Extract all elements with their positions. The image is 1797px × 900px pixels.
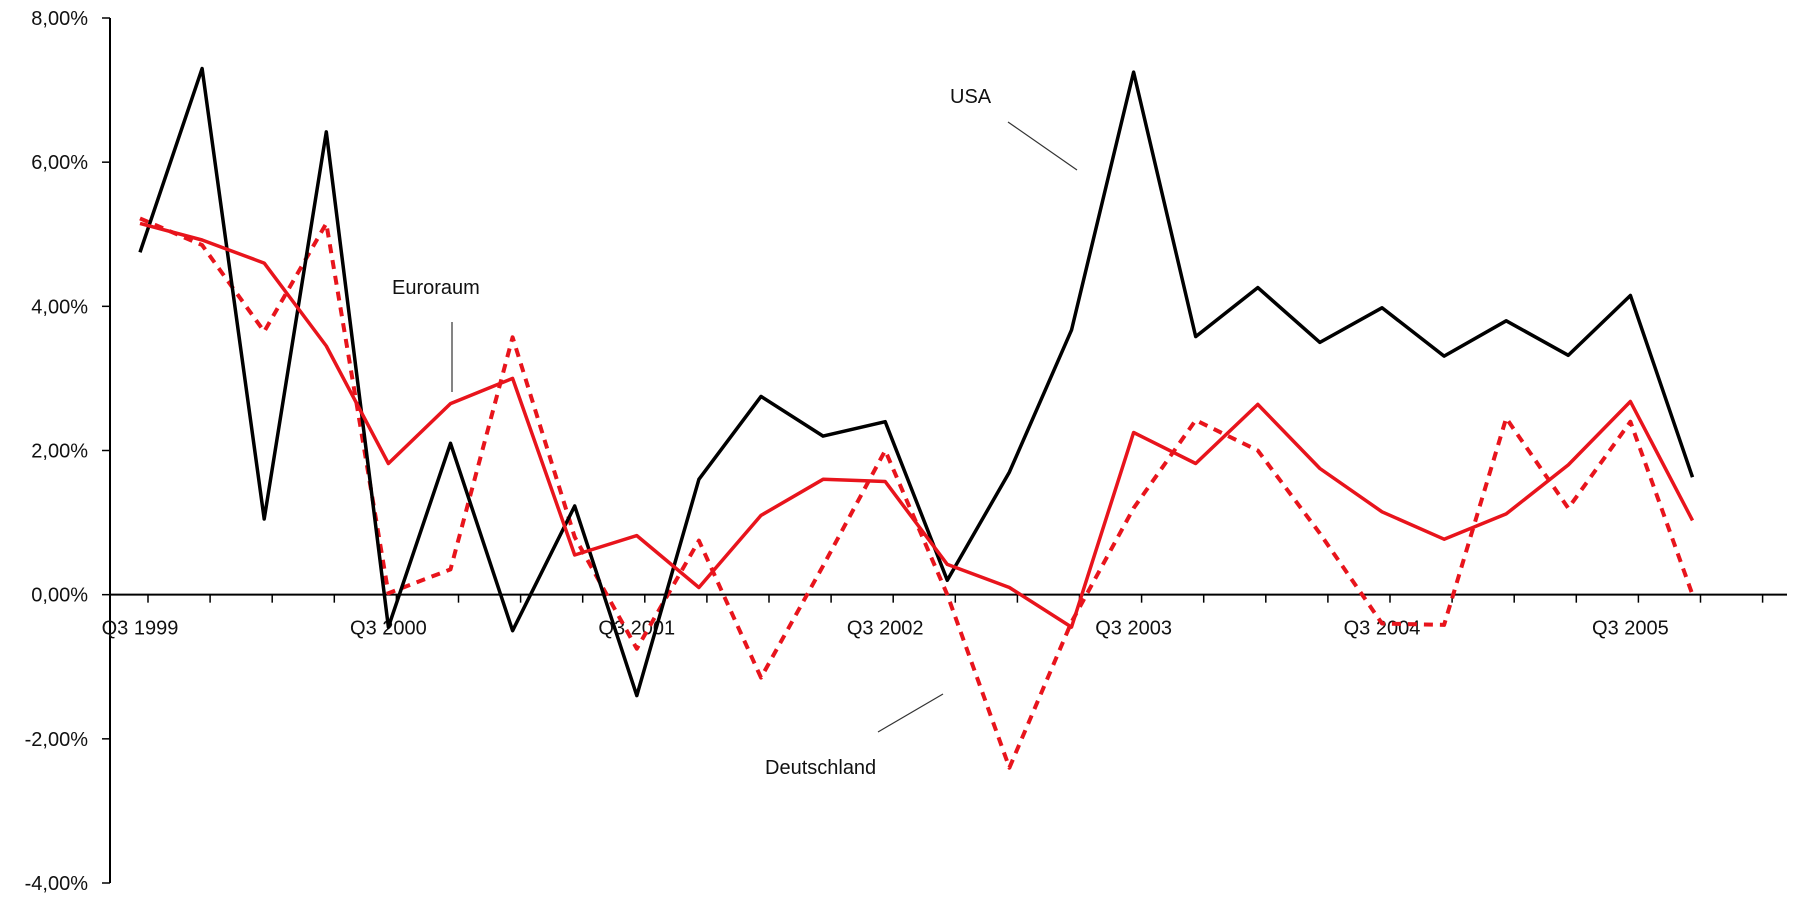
y-tick-label: -4,00% xyxy=(25,873,89,895)
x-tick-label: Q3 1999 xyxy=(102,618,179,640)
y-tick-label: -2,00% xyxy=(25,729,89,751)
axes xyxy=(109,18,1787,883)
annotation-deutschland-leader xyxy=(877,693,944,733)
x-tick-label: Q3 2001 xyxy=(598,618,675,640)
y-tick-label: 8,00% xyxy=(31,8,88,30)
x-tick-label: Q3 2002 xyxy=(847,618,924,640)
annotation-euroraum: Euroraum xyxy=(392,277,480,392)
x-axis-ticks: Q3 1999 Q3 2000 Q3 2001 Q3 2002 Q3 2003 Q3 20… xyxy=(102,594,1764,640)
annotation-deutschland-label: Deutschland xyxy=(765,757,876,779)
y-tick-label: 4,00% xyxy=(31,296,88,318)
y-tick-label: 6,00% xyxy=(31,152,88,174)
y-axis-ticks: 8,00% 6,00% 4,00% 2,00% 0,00% -2,00% -4,00% xyxy=(25,8,110,895)
annotation-euroraum-label: Euroraum xyxy=(392,277,480,299)
annotation-usa-leader xyxy=(1007,121,1078,171)
series-line-euroraum xyxy=(139,221,1695,629)
x-tick-label: Q3 2004 xyxy=(1344,618,1421,640)
annotation-deutschland: Deutschland xyxy=(765,693,944,779)
y-tick-label: 0,00% xyxy=(31,585,88,607)
y-tick-label: 2,00% xyxy=(31,441,88,463)
x-tick-label: Q3 2003 xyxy=(1095,618,1172,640)
annotation-usa-label: USA xyxy=(950,86,992,108)
series-group xyxy=(138,66,1695,770)
annotation-usa: USA xyxy=(950,86,1078,171)
series-line-usa xyxy=(138,66,1695,698)
x-tick-label: Q3 2005 xyxy=(1592,618,1669,640)
